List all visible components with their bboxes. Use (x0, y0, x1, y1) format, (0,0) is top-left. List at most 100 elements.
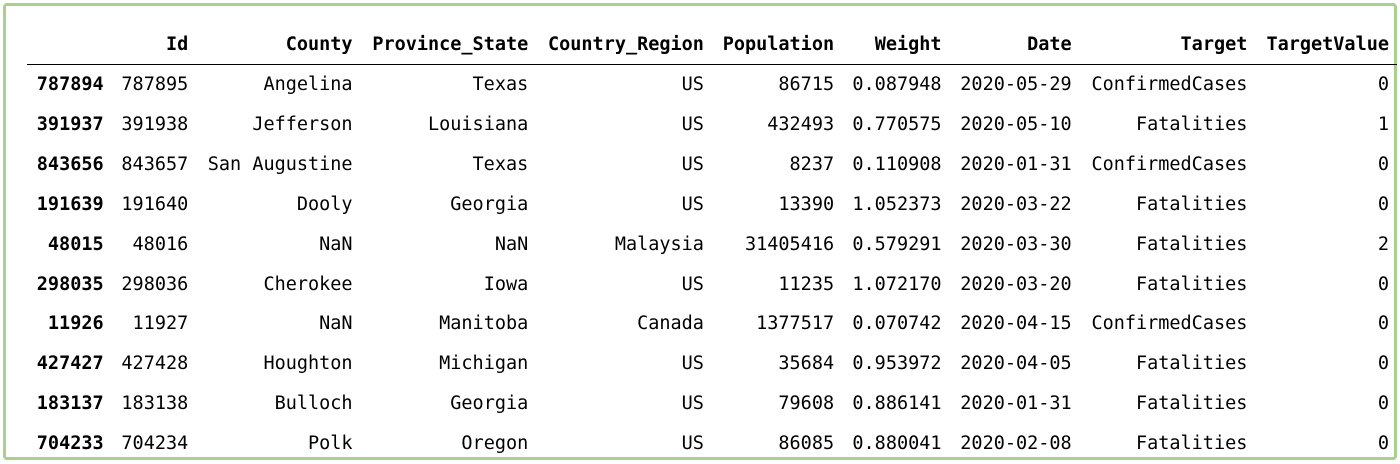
cell-weight: 0.886141 (842, 384, 949, 424)
cell-id: 191640 (112, 185, 197, 225)
cell-population: 35684 (712, 344, 842, 384)
cell-id: 787895 (112, 65, 197, 105)
cell-country-region: Malaysia (536, 225, 712, 265)
cell-county: Houghton (196, 344, 360, 384)
cell-weight: 1.052373 (842, 185, 949, 225)
cell-weight: 0.087948 (842, 65, 949, 105)
cell-target-value: 0 (1255, 424, 1397, 464)
row-index: 391937 (27, 105, 112, 145)
header-date: Date (950, 26, 1080, 65)
table-row: 391937 391938 Jefferson Louisiana US 432… (27, 105, 1397, 145)
table-row: 183137 183138 Bulloch Georgia US 79608 0… (27, 384, 1397, 424)
cell-date: 2020-01-31 (950, 384, 1080, 424)
table-row: 11926 11927 NaN Manitoba Canada 1377517 … (27, 304, 1397, 344)
cell-population: 1377517 (712, 304, 842, 344)
cell-target-value: 0 (1255, 384, 1397, 424)
cell-date: 2020-03-30 (950, 225, 1080, 265)
cell-date: 2020-05-10 (950, 105, 1080, 145)
row-index: 183137 (27, 384, 112, 424)
cell-target: ConfirmedCases (1080, 304, 1256, 344)
cell-county: Jefferson (196, 105, 360, 145)
cell-target: Fatalities (1080, 105, 1256, 145)
cell-id: 704234 (112, 424, 197, 464)
header-weight: Weight (842, 26, 949, 65)
table-row: 191639 191640 Dooly Georgia US 13390 1.0… (27, 185, 1397, 225)
cell-weight: 0.579291 (842, 225, 949, 265)
cell-population: 31405416 (712, 225, 842, 265)
cell-id: 183138 (112, 384, 197, 424)
cell-county: Cherokee (196, 265, 360, 305)
table-row: 298035 298036 Cherokee Iowa US 11235 1.0… (27, 265, 1397, 305)
cell-province-state: NaN (361, 225, 537, 265)
cell-county: Polk (196, 424, 360, 464)
cell-country-region: US (536, 265, 712, 305)
table-row: 48015 48016 NaN NaN Malaysia 31405416 0.… (27, 225, 1397, 265)
header-row: Id County Province_State Country_Region … (27, 26, 1397, 65)
header-population: Population (712, 26, 842, 65)
cell-province-state: Texas (361, 145, 537, 185)
row-index: 704233 (27, 424, 112, 464)
header-county: County (196, 26, 360, 65)
cell-id: 11927 (112, 304, 197, 344)
cell-province-state: Georgia (361, 185, 537, 225)
cell-county: NaN (196, 225, 360, 265)
cell-target: Fatalities (1080, 225, 1256, 265)
cell-province-state: Michigan (361, 344, 537, 384)
cell-weight: 0.953972 (842, 344, 949, 384)
cell-population: 86715 (712, 65, 842, 105)
cell-country-region: US (536, 424, 712, 464)
cell-date: 2020-04-05 (950, 344, 1080, 384)
table-row: 787894 787895 Angelina Texas US 86715 0.… (27, 65, 1397, 105)
dataframe-frame: Id County Province_State Country_Region … (3, 3, 1397, 460)
cell-province-state: Texas (361, 65, 537, 105)
header-target-value: TargetValue (1255, 26, 1397, 65)
header-index (27, 26, 112, 65)
row-index: 843656 (27, 145, 112, 185)
cell-date: 2020-03-22 (950, 185, 1080, 225)
cell-target-value: 0 (1255, 344, 1397, 384)
cell-weight: 0.070742 (842, 304, 949, 344)
cell-id: 843657 (112, 145, 197, 185)
cell-county: Dooly (196, 185, 360, 225)
cell-target: Fatalities (1080, 424, 1256, 464)
cell-county: NaN (196, 304, 360, 344)
cell-weight: 0.770575 (842, 105, 949, 145)
header-province-state: Province_State (361, 26, 537, 65)
row-index: 48015 (27, 225, 112, 265)
table-header: Id County Province_State Country_Region … (27, 26, 1397, 65)
cell-country-region: US (536, 145, 712, 185)
cell-date: 2020-01-31 (950, 145, 1080, 185)
header-target: Target (1080, 26, 1256, 65)
cell-id: 298036 (112, 265, 197, 305)
cell-id: 48016 (112, 225, 197, 265)
table-body: 787894 787895 Angelina Texas US 86715 0.… (27, 65, 1397, 464)
cell-target: ConfirmedCases (1080, 65, 1256, 105)
cell-target: Fatalities (1080, 384, 1256, 424)
cell-province-state: Oregon (361, 424, 537, 464)
cell-country-region: US (536, 65, 712, 105)
header-id: Id (112, 26, 197, 65)
cell-id: 391938 (112, 105, 197, 145)
cell-country-region: Canada (536, 304, 712, 344)
dataframe-table: Id County Province_State Country_Region … (27, 26, 1397, 464)
cell-county: Bulloch (196, 384, 360, 424)
table-row: 427427 427428 Houghton Michigan US 35684… (27, 344, 1397, 384)
cell-target: Fatalities (1080, 265, 1256, 305)
cell-county: San Augustine (196, 145, 360, 185)
cell-province-state: Manitoba (361, 304, 537, 344)
row-index: 298035 (27, 265, 112, 305)
cell-target: ConfirmedCases (1080, 145, 1256, 185)
cell-weight: 1.072170 (842, 265, 949, 305)
table-row: 704233 704234 Polk Oregon US 86085 0.880… (27, 424, 1397, 464)
cell-weight: 0.880041 (842, 424, 949, 464)
cell-target-value: 1 (1255, 105, 1397, 145)
cell-population: 79608 (712, 384, 842, 424)
cell-population: 13390 (712, 185, 842, 225)
cell-date: 2020-03-20 (950, 265, 1080, 305)
row-index: 787894 (27, 65, 112, 105)
cell-population: 86085 (712, 424, 842, 464)
cell-id: 427428 (112, 344, 197, 384)
cell-target-value: 0 (1255, 185, 1397, 225)
cell-date: 2020-02-08 (950, 424, 1080, 464)
cell-population: 432493 (712, 105, 842, 145)
